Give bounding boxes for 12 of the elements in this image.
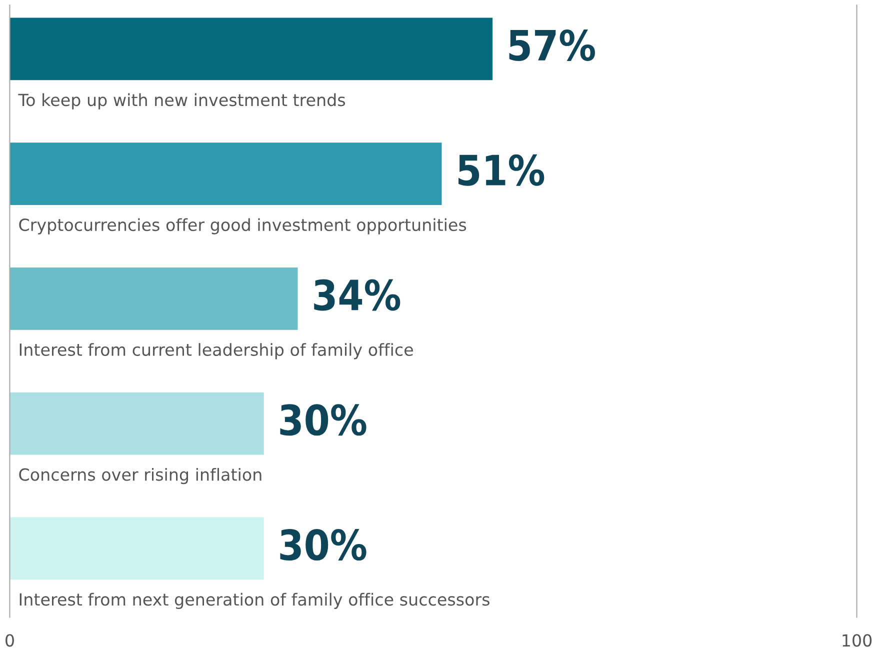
y-tick-label: To keep up with new investment trends — [18, 93, 346, 110]
data-label: 30% — [280, 529, 366, 561]
y-tick-label: Interest from current leadership of family office — [20, 343, 413, 360]
y-tick-label: Interest from next generation of family office successors — [20, 592, 490, 609]
data-label: 57% — [509, 29, 595, 62]
data-label: 34% — [314, 279, 400, 311]
y-tick-label: Cryptocurrencies offer good investment opportunities — [19, 218, 466, 234]
x-tick-label: 0 — [6, 634, 14, 647]
data-label: 30% — [280, 404, 366, 436]
data-label: 51% — [458, 154, 544, 186]
y-tick-label: Concerns over rising inflation — [19, 468, 262, 484]
x-tick-label: 100 — [842, 634, 872, 647]
